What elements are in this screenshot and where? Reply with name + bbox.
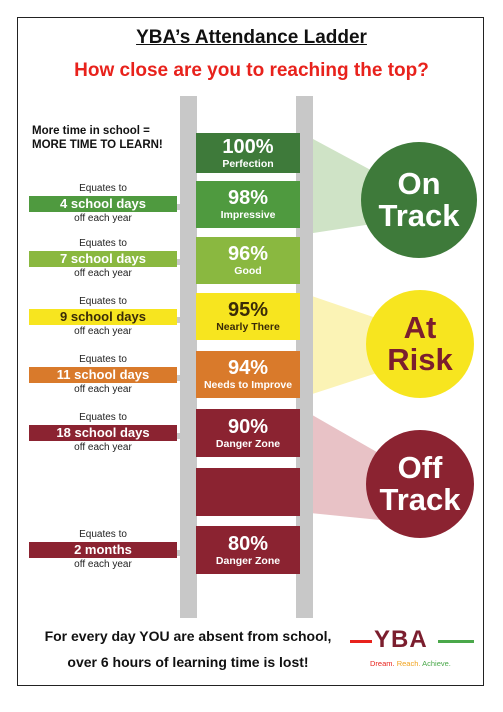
equates-top: Equates to xyxy=(79,296,127,307)
equates-days-bar: 9 school days xyxy=(29,309,177,325)
off-track-beam xyxy=(300,408,382,520)
logo-line-right xyxy=(438,640,474,643)
step-pct: 80% xyxy=(227,532,269,555)
step-pct: 100% xyxy=(222,135,274,158)
step-94: 94% Needs to Improve xyxy=(196,351,300,398)
tag-dream: Dream. xyxy=(370,659,395,668)
ladder-left-rail xyxy=(180,96,197,618)
equates-bottom: off each year xyxy=(74,559,132,570)
step-label: Needs to Improve xyxy=(203,379,293,391)
step-100: 100% Perfection xyxy=(196,133,300,173)
equates-top: Equates to xyxy=(79,354,127,365)
equates-bottom: off each year xyxy=(74,268,132,279)
logo-line-left xyxy=(350,640,372,643)
step-label: Nearly There xyxy=(216,321,280,333)
on-track-line-1: On xyxy=(397,166,441,201)
equates-top: Equates to xyxy=(79,238,127,249)
equates-days-bar: 4 school days xyxy=(29,196,177,212)
step-label: Perfection xyxy=(222,157,274,170)
footer-line-1: For every day YOU are absent from school… xyxy=(44,628,332,644)
step-pct: 90% xyxy=(227,415,269,438)
at-risk-beam xyxy=(300,292,382,398)
logo-text: YBA xyxy=(374,626,428,653)
step-pct: 96% xyxy=(227,243,269,265)
equates-2-months: Equates to 2 months off each year xyxy=(29,529,177,571)
equates-bottom: off each year xyxy=(74,384,132,395)
off-track-line-1: Off xyxy=(397,450,443,485)
yba-logo: YBA Dream. Reach. Achieve. xyxy=(350,625,475,675)
step-blank xyxy=(196,468,300,516)
step-80: 80% Danger Zone xyxy=(196,526,300,574)
equates-bottom: off each year xyxy=(74,213,132,224)
equates-18-days: Equates to 18 school days off each year xyxy=(29,412,177,454)
intro-text: More time in school = MORE TIME TO LEARN… xyxy=(32,124,163,152)
step-98: 98% Impressive xyxy=(196,181,300,228)
ladder-right-rail xyxy=(296,96,313,618)
step-pct: 95% xyxy=(227,299,269,321)
equates-days-bar: 2 months xyxy=(29,542,177,558)
off-track-circle: Off Track xyxy=(366,430,474,538)
tag-reach: Reach. xyxy=(396,659,421,668)
equates-11-days: Equates to 11 school days off each year xyxy=(29,354,177,396)
step-label: Impressive xyxy=(220,209,276,221)
step-pct: 94% xyxy=(227,357,269,379)
step-96: 96% Good xyxy=(196,237,300,284)
equates-days-bar: 18 school days xyxy=(29,425,177,441)
intro-line-1: More time in school = xyxy=(32,125,150,137)
step-label: Danger Zone xyxy=(215,437,281,450)
on-track-line-2: Track xyxy=(378,198,460,233)
footer-line-2: over 6 hours of learning time is lost! xyxy=(67,654,309,670)
equates-top: Equates to xyxy=(79,529,127,540)
page-subtitle: How close are you to reaching the top? xyxy=(74,60,429,81)
step-90: 90% Danger Zone xyxy=(196,409,300,457)
step-pct: 98% xyxy=(227,187,269,209)
logo-tagline: Dream. Reach. Achieve. xyxy=(370,659,451,668)
step-label: Danger Zone xyxy=(215,554,281,567)
equates-bottom: off each year xyxy=(74,326,132,337)
equates-top: Equates to xyxy=(79,183,127,194)
equates-days-bar: 7 school days xyxy=(29,251,177,267)
equates-4-days: Equates to 4 school days off each year xyxy=(29,183,177,225)
step-95: 95% Nearly There xyxy=(196,293,300,340)
equates-days-bar: 11 school days xyxy=(29,367,177,383)
at-risk-circle: At Risk xyxy=(366,290,474,398)
page-title: YBA’s Attendance Ladder xyxy=(136,27,367,48)
equates-7-days: Equates to 7 school days off each year xyxy=(29,238,177,280)
on-track-circle: On Track xyxy=(361,142,477,258)
footer-message: For every day YOU are absent from school… xyxy=(28,623,348,675)
equates-bottom: off each year xyxy=(74,442,132,453)
equates-9-days: Equates to 9 school days off each year xyxy=(29,296,177,338)
tag-achieve: Achieve. xyxy=(422,659,451,668)
at-risk-line-2: Risk xyxy=(387,342,453,377)
off-track-line-2: Track xyxy=(379,482,461,517)
step-label: Good xyxy=(234,265,262,277)
equates-top: Equates to xyxy=(79,412,127,423)
intro-line-2: MORE TIME TO LEARN! xyxy=(32,139,163,151)
at-risk-line-1: At xyxy=(403,310,437,345)
